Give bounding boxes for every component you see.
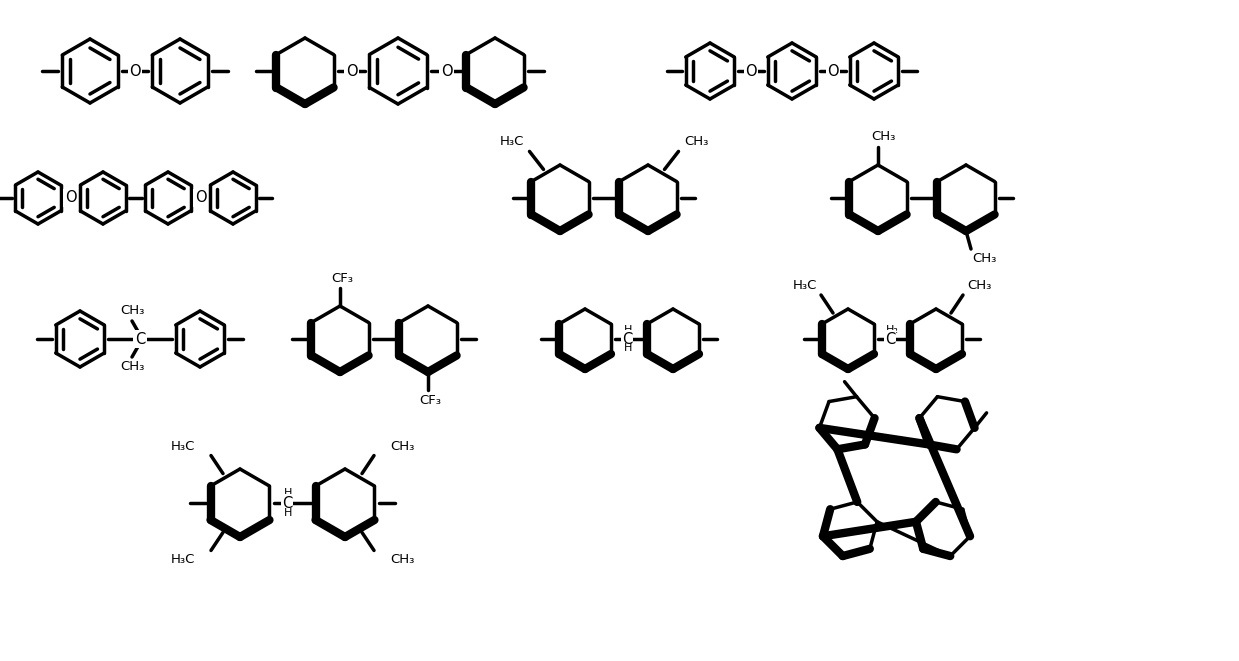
Text: H: H <box>623 343 632 353</box>
Text: C: C <box>622 332 632 346</box>
Text: O: O <box>195 190 207 206</box>
Text: CH₃: CH₃ <box>390 553 414 566</box>
Text: CH₃: CH₃ <box>971 253 996 266</box>
Text: O: O <box>745 63 757 79</box>
Text: H: H <box>284 508 292 518</box>
Text: CH₃: CH₃ <box>966 278 991 292</box>
Text: H₃C: H₃C <box>171 553 195 566</box>
Text: H₂: H₂ <box>886 325 898 335</box>
Text: H₃C: H₃C <box>499 135 524 148</box>
Text: C: C <box>885 332 895 346</box>
Text: CH₃: CH₃ <box>120 305 144 317</box>
Text: CH₃: CH₃ <box>684 135 709 148</box>
Text: O: O <box>346 63 357 79</box>
Text: H₃C: H₃C <box>793 278 818 292</box>
Text: CH₃: CH₃ <box>390 440 414 453</box>
Text: CF₃: CF₃ <box>419 393 441 407</box>
Text: H: H <box>284 488 292 498</box>
Text: C: C <box>282 496 292 510</box>
Text: O: O <box>129 63 141 79</box>
Text: C: C <box>135 332 145 346</box>
Text: O: O <box>64 190 77 206</box>
Text: CF₃: CF₃ <box>331 272 353 284</box>
Text: H: H <box>623 325 632 335</box>
Text: H₃C: H₃C <box>171 440 195 453</box>
Text: CH₃: CH₃ <box>871 130 896 143</box>
Text: CH₃: CH₃ <box>120 360 144 373</box>
Text: O: O <box>441 63 452 79</box>
Text: O: O <box>828 63 839 79</box>
